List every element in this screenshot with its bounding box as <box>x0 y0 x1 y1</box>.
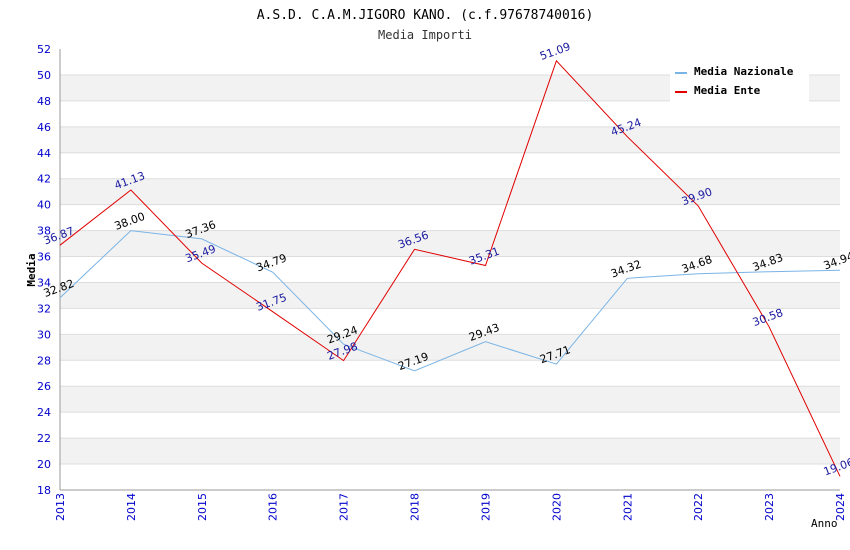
grid-band <box>60 308 840 335</box>
y-tick-label: 38 <box>37 225 51 238</box>
x-tick-label: 2016 <box>267 493 280 521</box>
chart-subtitle: Media Importi <box>378 28 472 42</box>
y-tick-label: 24 <box>37 406 51 419</box>
x-tick-label: 2023 <box>763 493 776 521</box>
grid-bands <box>60 49 840 491</box>
y-tick-label: 18 <box>37 484 51 497</box>
legend: Media Nazionale Media Ente <box>670 60 809 102</box>
legend-label-media-ente: Media Ente <box>694 84 761 97</box>
y-tick-label: 28 <box>37 354 51 367</box>
x-tick-label: 2017 <box>338 493 351 521</box>
x-tick-label: 2019 <box>479 493 492 521</box>
y-tick-label: 40 <box>37 199 51 212</box>
grid-band <box>60 100 840 127</box>
legend-box <box>670 60 809 102</box>
grid-band <box>60 230 840 257</box>
grid-band <box>60 360 840 387</box>
x-tick-label: 2021 <box>621 493 634 521</box>
y-tick-label: 42 <box>37 173 51 186</box>
series-line-media-nazionale <box>59 230 841 372</box>
x-axis-label: Anno <box>811 517 838 530</box>
y-tick-label: 46 <box>37 121 51 134</box>
y-axis-ticks: 18 20 22 24 26 28 30 32 34 36 38 40 42 44 46 48 50 52 <box>37 43 51 497</box>
grid-band <box>60 412 840 439</box>
grid-band <box>60 152 840 179</box>
x-tick-label: 2022 <box>692 493 705 521</box>
grid-band <box>60 126 840 153</box>
y-axis-label: Media <box>25 253 38 286</box>
grid-band <box>60 386 840 413</box>
y-tick-label: 22 <box>37 432 51 445</box>
x-tick-label: 2014 <box>125 493 138 521</box>
grid-band <box>60 438 840 465</box>
x-tick-label: 2015 <box>196 493 209 521</box>
y-tick-label: 34 <box>37 276 51 289</box>
y-tick-label: 44 <box>37 147 51 160</box>
y-tick-label: 50 <box>37 69 51 82</box>
grid-band <box>60 464 840 490</box>
y-tick-label: 36 <box>37 251 51 264</box>
y-tick-label: 48 <box>37 95 51 108</box>
x-tick-label: 2018 <box>409 493 422 521</box>
x-axis-ticks: 2013 2014 2015 2016 2017 2018 2019 2020 2021 2022… <box>54 493 847 521</box>
chart-title: A.S.D. C.A.M.JIGORO KANO. (c.f.976787400… <box>257 8 594 23</box>
series-group <box>59 59 841 477</box>
series-line-media-ente <box>59 59 841 477</box>
grid-band <box>60 282 840 309</box>
x-tick-label: 2024 <box>834 493 847 521</box>
legend-label-media-nazionale: Media Nazionale <box>694 65 794 78</box>
x-tick-label: 2020 <box>550 493 563 521</box>
y-tick-label: 26 <box>37 380 51 393</box>
y-tick-label: 20 <box>37 458 51 471</box>
grid-band <box>60 256 840 283</box>
grid-band <box>60 204 840 231</box>
x-tick-label: 2013 <box>54 493 67 521</box>
y-tick-label: 52 <box>37 43 51 56</box>
grid-band <box>60 178 840 205</box>
y-tick-label: 30 <box>37 328 51 341</box>
y-tick-label: 32 <box>37 302 51 315</box>
